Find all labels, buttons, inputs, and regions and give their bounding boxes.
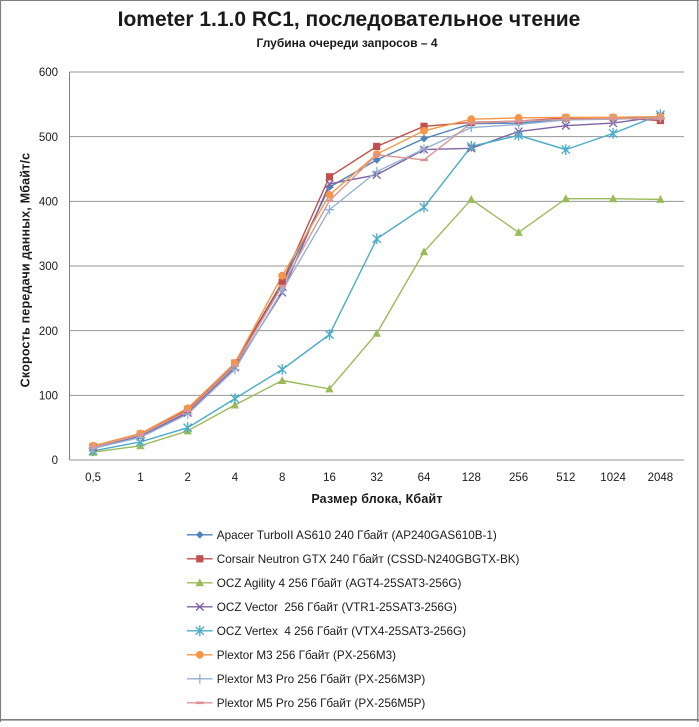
svg-text:32: 32: [370, 472, 383, 484]
svg-text:200: 200: [39, 326, 58, 338]
svg-text:128: 128: [462, 472, 481, 484]
svg-text:OCZ Vertex 4 256 Гбайт (VTX4-: OCZ Vertex 4 256 Гбайт (VTX4-25SAT3-256G…: [217, 625, 466, 638]
svg-text:Plextor M5 Pro 256 Гбайт (PX-2: Plextor M5 Pro 256 Гбайт (PX-256M5P): [217, 697, 426, 710]
svg-text:Plextor M3 Pro 256 Гбайт (PX-2: Plextor M3 Pro 256 Гбайт (PX-256M3P): [217, 673, 426, 686]
svg-text:Скорость передачи данных, Мба: Скорость передачи данных, Мбайт/с: [18, 153, 32, 388]
svg-text:Apacer TurboII AS610 240 Гбайт: Apacer TurboII AS610 240 Гбайт (AP240GAS…: [217, 529, 497, 542]
svg-text:600: 600: [39, 67, 58, 79]
svg-text:0,5: 0,5: [85, 472, 101, 484]
svg-text:8: 8: [279, 472, 285, 484]
svg-text:256: 256: [509, 472, 528, 484]
svg-text:Глубина очереди запросов – 4: Глубина очереди запросов – 4: [256, 36, 437, 50]
svg-text:OCZ Agility 4 256 Гбайт (AGT4-: OCZ Agility 4 256 Гбайт (AGT4-25SAT3-256…: [217, 577, 462, 590]
svg-text:OCZ Vector 256 Гбайт (VTR1-25: OCZ Vector 256 Гбайт (VTR1-25SAT3-256G): [217, 601, 457, 614]
svg-text:300: 300: [39, 261, 58, 273]
svg-text:0: 0: [52, 455, 58, 467]
svg-text:64: 64: [418, 472, 431, 484]
svg-text:512: 512: [556, 472, 575, 484]
svg-text:Размер блока, Кбайт: Размер блока, Кбайт: [311, 492, 442, 506]
svg-text:1024: 1024: [600, 472, 626, 484]
svg-text:500: 500: [39, 132, 58, 144]
svg-text:100: 100: [39, 391, 58, 403]
svg-text:Iometer 1.1.0 RC1, последовате: Iometer 1.1.0 RC1, последовательное чтен…: [118, 8, 581, 31]
svg-text:400: 400: [39, 197, 58, 209]
svg-text:Corsair Neutron GTX 240 Гбайт: Corsair Neutron GTX 240 Гбайт (CSSD-N240…: [217, 553, 520, 566]
svg-text:Plextor M3 256 Гбайт (PX-256M3: Plextor M3 256 Гбайт (PX-256M3): [217, 649, 396, 662]
svg-text:4: 4: [232, 472, 239, 484]
svg-text:1: 1: [137, 472, 143, 484]
svg-text:2048: 2048: [648, 472, 674, 484]
svg-text:2: 2: [184, 472, 190, 484]
svg-text:16: 16: [323, 472, 336, 484]
